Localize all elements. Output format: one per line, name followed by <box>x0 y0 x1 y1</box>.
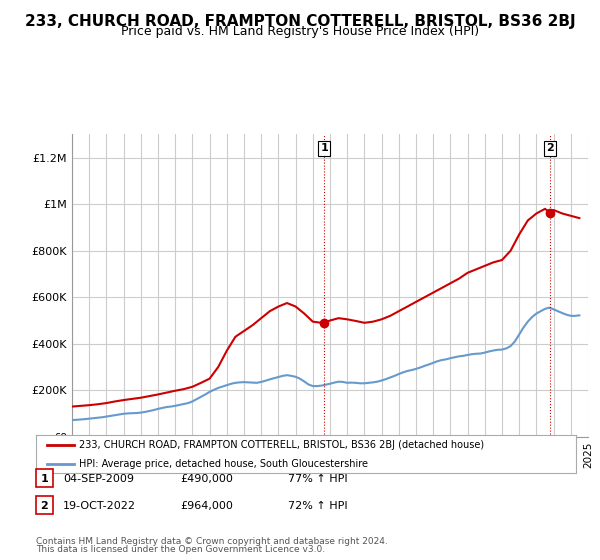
Text: 1: 1 <box>41 474 48 484</box>
Text: 19-OCT-2022: 19-OCT-2022 <box>63 501 136 511</box>
Text: £490,000: £490,000 <box>180 474 233 484</box>
Text: £964,000: £964,000 <box>180 501 233 511</box>
Text: 2: 2 <box>546 143 554 153</box>
Text: 72% ↑ HPI: 72% ↑ HPI <box>288 501 347 511</box>
Text: 2: 2 <box>41 501 48 511</box>
Text: 233, CHURCH ROAD, FRAMPTON COTTERELL, BRISTOL, BS36 2BJ: 233, CHURCH ROAD, FRAMPTON COTTERELL, BR… <box>25 14 575 29</box>
Text: 77% ↑ HPI: 77% ↑ HPI <box>288 474 347 484</box>
Text: 04-SEP-2009: 04-SEP-2009 <box>63 474 134 484</box>
Text: 233, CHURCH ROAD, FRAMPTON COTTERELL, BRISTOL, BS36 2BJ (detached house): 233, CHURCH ROAD, FRAMPTON COTTERELL, BR… <box>79 440 484 450</box>
Text: Price paid vs. HM Land Registry's House Price Index (HPI): Price paid vs. HM Land Registry's House … <box>121 25 479 38</box>
Text: This data is licensed under the Open Government Licence v3.0.: This data is licensed under the Open Gov… <box>36 545 325 554</box>
Text: 1: 1 <box>320 143 328 153</box>
Text: HPI: Average price, detached house, South Gloucestershire: HPI: Average price, detached house, Sout… <box>79 459 368 469</box>
Text: Contains HM Land Registry data © Crown copyright and database right 2024.: Contains HM Land Registry data © Crown c… <box>36 537 388 546</box>
